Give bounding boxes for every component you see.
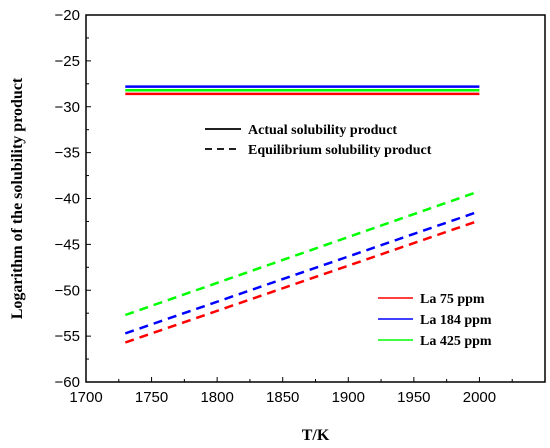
x-tick-label: 1750 <box>135 389 168 406</box>
x-tick-label: 2000 <box>463 389 496 406</box>
color-legend-label: La 425 ppm <box>420 334 492 349</box>
y-tick-label: −35 <box>55 145 80 162</box>
color-legend-label: La 75 ppm <box>420 292 485 307</box>
style-legend: Actual solubility product Equilibrium sol… <box>205 123 432 158</box>
style-legend-label: Equilibrium solubility product <box>248 143 432 158</box>
y-tick-label: −30 <box>55 99 80 116</box>
y-tick-label: −40 <box>55 191 80 208</box>
y-tick-label: −20 <box>55 7 80 24</box>
x-tick-label: 1700 <box>69 389 102 406</box>
x-tick-label: 1800 <box>200 389 233 406</box>
ticks-layer: 1700 1750 1800 1850 1900 1950 2000 −60 −55 −50 −45… <box>55 7 513 406</box>
series-layer <box>124 85 480 344</box>
y-tick-label: −45 <box>55 236 80 253</box>
color-legend-label: La 184 ppm <box>420 313 492 328</box>
style-legend-label: Actual solubility product <box>248 123 397 138</box>
series-line <box>124 219 480 344</box>
y-axis-title: Logarithm of the solubility product <box>9 77 26 319</box>
x-axis-title: T/K <box>302 427 330 444</box>
x-tick-label: 1950 <box>397 389 430 406</box>
color-legend: La 75 ppm La 184 ppm La 425 ppm <box>378 292 492 349</box>
series-line <box>124 210 480 335</box>
x-tick-label: 1850 <box>266 389 299 406</box>
y-tick-label: −50 <box>55 282 80 299</box>
y-tick-label: −60 <box>55 374 80 391</box>
x-tick-label: 1900 <box>332 389 365 406</box>
y-tick-label: −55 <box>55 328 80 345</box>
series-line <box>124 190 480 317</box>
y-tick-label: −25 <box>55 53 80 70</box>
